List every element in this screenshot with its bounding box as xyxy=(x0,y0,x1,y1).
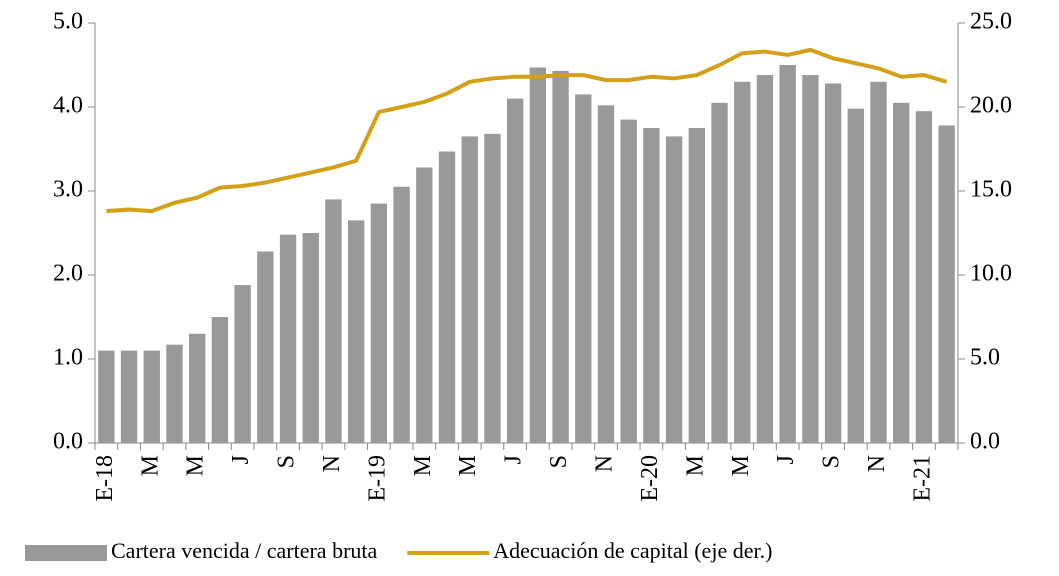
bar xyxy=(98,350,115,443)
y2-tick-label: 25.0 xyxy=(970,9,1012,35)
bar xyxy=(279,234,297,443)
x-tick-label: E-21 xyxy=(909,455,935,502)
bar xyxy=(802,75,819,443)
y2-tick-label: 5.0 xyxy=(970,345,1000,371)
bar xyxy=(688,128,706,443)
x-tick-label: J xyxy=(228,455,254,464)
bar xyxy=(665,136,683,443)
bar xyxy=(756,75,774,443)
bar xyxy=(915,111,933,443)
bar xyxy=(143,350,160,443)
bar xyxy=(824,83,842,443)
bar xyxy=(847,108,864,444)
bar xyxy=(529,67,547,444)
y2-tick-label: 0.0 xyxy=(970,429,1000,455)
bar xyxy=(484,133,501,443)
bar xyxy=(234,285,251,443)
y-tick-label: 2.0 xyxy=(53,261,83,287)
x-tick-label: M xyxy=(455,455,481,476)
x-tick-label: M xyxy=(410,455,436,476)
x-tick-label: J xyxy=(773,455,799,464)
x-tick-label: S xyxy=(819,455,845,468)
y2-tick-label: 15.0 xyxy=(970,177,1012,203)
bar xyxy=(211,317,229,443)
bar xyxy=(597,105,615,443)
y2-tick-label: 20.0 xyxy=(970,93,1012,119)
bar xyxy=(393,186,410,444)
y-tick-label: 5.0 xyxy=(53,9,83,35)
bar xyxy=(325,199,342,443)
x-tick-label: M xyxy=(728,455,754,476)
y2-tick-label: 10.0 xyxy=(970,261,1012,287)
y-tick-label: 0.0 xyxy=(53,429,83,455)
x-tick-label: E-19 xyxy=(364,455,390,502)
bar xyxy=(620,119,637,443)
x-tick-label: E-18 xyxy=(92,455,118,502)
x-tick-label: N xyxy=(864,455,890,472)
x-tick-label: N xyxy=(319,455,345,472)
bar xyxy=(870,81,887,444)
bar xyxy=(257,251,274,443)
bar xyxy=(120,350,138,443)
bar xyxy=(461,136,478,443)
bar xyxy=(779,65,796,443)
legend-swatch xyxy=(25,545,107,561)
bar xyxy=(347,220,365,443)
x-tick-label: S xyxy=(546,455,572,468)
bar xyxy=(302,233,319,443)
y-tick-label: 1.0 xyxy=(53,345,83,371)
bar xyxy=(370,203,388,443)
line xyxy=(106,47,948,214)
x-tick-label: M xyxy=(183,455,209,476)
bar xyxy=(734,81,751,444)
bar xyxy=(506,98,524,443)
y-tick-label: 3.0 xyxy=(53,177,83,203)
x-tick-label: S xyxy=(274,455,300,468)
bar xyxy=(552,70,569,443)
x-tick-label: N xyxy=(591,455,617,472)
x-tick-label: M xyxy=(137,455,163,476)
bar xyxy=(189,333,206,443)
bar xyxy=(416,167,433,444)
bar xyxy=(893,102,910,444)
bar xyxy=(711,102,728,444)
bar xyxy=(938,125,955,443)
x-tick-label: E-20 xyxy=(637,455,663,502)
legend-label: Adecuación de capital (eje der.) xyxy=(493,538,772,563)
x-tick-label: M xyxy=(682,455,708,476)
bar xyxy=(643,128,660,443)
y-tick-label: 4.0 xyxy=(53,93,83,119)
x-tick-label: J xyxy=(501,455,527,464)
bar xyxy=(438,151,456,443)
bar xyxy=(166,344,183,443)
bar xyxy=(575,94,592,444)
legend-label: Cartera vencida / cartera bruta xyxy=(111,538,378,563)
